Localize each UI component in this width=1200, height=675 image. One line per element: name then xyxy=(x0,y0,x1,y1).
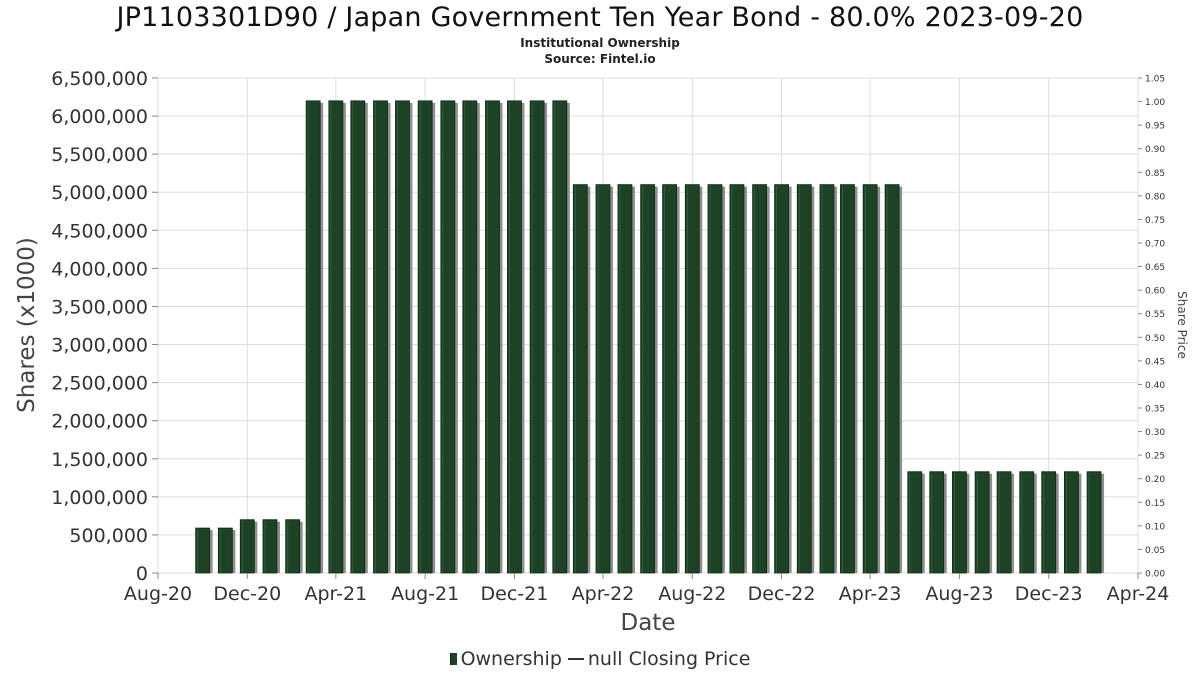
y-tick-label: 4,000,000 xyxy=(51,258,148,280)
ownership-bar xyxy=(996,471,1012,574)
ownership-bar xyxy=(462,100,478,574)
y-axis-label: Shares (x1000) xyxy=(14,237,40,413)
x-tick-label: Dec-23 xyxy=(1015,583,1083,605)
y2-tick-label: 0.75 xyxy=(1145,216,1165,226)
ownership-bar xyxy=(819,184,835,574)
y2-tick-label: 0.00 xyxy=(1145,570,1165,580)
ownership-bar xyxy=(662,184,677,574)
y2-tick-label: 0.25 xyxy=(1145,452,1165,462)
ownership-swatch xyxy=(449,653,457,665)
y2-axis-label: Share Price xyxy=(1175,291,1189,359)
x-tick-label: Apr-23 xyxy=(839,583,902,605)
y2-tick-label: 0.05 xyxy=(1145,546,1165,556)
ownership-bar xyxy=(1086,471,1102,574)
x-tick-label: Apr-21 xyxy=(305,583,368,605)
ownership-bar xyxy=(572,184,588,574)
x-tick-label: Aug-21 xyxy=(391,583,459,605)
y-tick-label: 3,000,000 xyxy=(51,335,148,357)
chart-subtitle: Institutional Ownership xyxy=(520,36,680,50)
y2-tick-label: 0.60 xyxy=(1145,287,1165,297)
x-tick-label: Dec-21 xyxy=(481,583,549,605)
axis-layer: 0 500,000 1,000,000 1,500,000 2,000,000 2,500… xyxy=(51,68,1169,605)
ownership-bar xyxy=(195,527,211,574)
y-tick-label: 4,500,000 xyxy=(51,220,148,242)
legend-closing-price: null Closing Price xyxy=(587,648,751,670)
ownership-bar xyxy=(796,184,812,574)
y2-tick-label: 0.90 xyxy=(1145,145,1165,155)
y-tick-label: 6,000,000 xyxy=(51,106,148,128)
y2-tick-label: 0.55 xyxy=(1145,310,1165,320)
y2-tick-label: 0.50 xyxy=(1145,334,1165,344)
y2-tick-label: 0.70 xyxy=(1145,240,1165,250)
x-tick-label: Apr-22 xyxy=(572,583,635,605)
x-tick-label: Aug-23 xyxy=(925,583,993,605)
y-tick-label: 3,500,000 xyxy=(51,296,148,318)
ownership-bar xyxy=(350,100,366,574)
bar-layer xyxy=(195,100,1105,574)
ownership-bar xyxy=(305,100,321,574)
y-tick-label: 1,500,000 xyxy=(51,449,148,471)
ownership-bar xyxy=(974,471,990,574)
y2-tick-label: 0.80 xyxy=(1145,192,1165,202)
y2-tick-label: 0.95 xyxy=(1145,122,1165,132)
y2-tick-label: 0.40 xyxy=(1145,381,1165,391)
y-tick-label: 1,000,000 xyxy=(51,487,148,509)
legend: Ownership null Closing Price xyxy=(0,648,1200,670)
ownership-bar xyxy=(217,527,233,574)
ownership-bar xyxy=(840,184,855,574)
x-tick-label: Apr-24 xyxy=(1107,583,1170,605)
ownership-bar xyxy=(529,100,545,574)
y2-tick-label: 0.35 xyxy=(1145,405,1165,415)
ownership-bar xyxy=(752,184,768,574)
y2-tick-label: 0.85 xyxy=(1145,169,1165,179)
y2-tick-label: 0.30 xyxy=(1145,428,1165,438)
ownership-bar xyxy=(707,184,723,574)
closing-price-line-swatch xyxy=(567,658,584,660)
y-tick-label: 0 xyxy=(136,563,148,585)
x-tick-label: Dec-20 xyxy=(213,583,281,605)
ownership-bar xyxy=(395,100,410,574)
x-tick-label: Dec-22 xyxy=(748,583,816,605)
ownership-bar xyxy=(262,519,278,574)
ownership-bar xyxy=(552,100,568,574)
x-tick-label: Aug-22 xyxy=(658,583,726,605)
ownership-bar xyxy=(285,519,301,574)
y-tick-label: 2,500,000 xyxy=(51,373,148,395)
ownership-bar xyxy=(485,100,500,574)
ownership-bar xyxy=(1019,471,1035,574)
y-tick-label: 5,000,000 xyxy=(51,182,148,204)
ownership-bar xyxy=(929,471,945,574)
x-tick-label: Aug-20 xyxy=(124,583,192,605)
ownership-bar xyxy=(640,184,656,574)
x-axis-label: Date xyxy=(621,610,676,636)
ownership-bar xyxy=(1063,471,1079,574)
ownership-bar xyxy=(617,184,633,574)
y2-tick-label: 0.15 xyxy=(1145,499,1165,509)
y2-tick-label: 0.20 xyxy=(1145,475,1165,485)
ownership-bar xyxy=(373,100,388,574)
legend-ownership: Ownership xyxy=(460,648,562,670)
y-tick-label: 2,000,000 xyxy=(51,411,148,433)
y-tick-label: 500,000 xyxy=(69,525,148,547)
y2-tick-label: 0.65 xyxy=(1145,263,1165,273)
y-tick-label: 5,500,000 xyxy=(51,144,148,166)
y2-tick-label: 1.00 xyxy=(1145,98,1165,108)
y-tick-label: 6,500,000 xyxy=(51,68,148,90)
ownership-bar xyxy=(729,184,745,574)
ownership-bar xyxy=(440,100,456,574)
ownership-bar xyxy=(907,471,923,574)
y2-tick-label: 1.05 xyxy=(1145,75,1165,85)
chart-source: Source: Fintel.io xyxy=(544,52,656,66)
y2-tick-label: 0.45 xyxy=(1145,357,1165,367)
y2-tick-label: 0.10 xyxy=(1145,522,1165,532)
chart-title: JP1103301D90 / Japan Government Ten Year… xyxy=(116,2,1084,33)
ownership-bar xyxy=(884,184,900,574)
